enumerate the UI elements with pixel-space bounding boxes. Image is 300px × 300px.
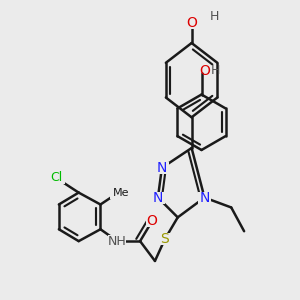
- Text: N: N: [153, 190, 163, 205]
- Bar: [158, 233, 172, 245]
- Text: N: N: [199, 190, 210, 205]
- Bar: [186, 17, 198, 29]
- Text: H: H: [211, 64, 220, 77]
- Bar: [146, 215, 158, 227]
- Bar: [198, 192, 212, 203]
- Bar: [110, 187, 132, 199]
- Bar: [151, 192, 165, 203]
- Text: O: O: [199, 64, 210, 78]
- Bar: [47, 172, 65, 184]
- Text: S: S: [160, 232, 169, 246]
- Bar: [155, 162, 169, 174]
- Text: H: H: [210, 10, 219, 23]
- Text: N: N: [157, 161, 167, 175]
- Text: Me: Me: [113, 188, 130, 198]
- Bar: [108, 235, 126, 247]
- Text: Cl: Cl: [50, 171, 62, 184]
- Text: O: O: [186, 16, 197, 30]
- Text: NH: NH: [108, 235, 127, 248]
- Text: O: O: [146, 214, 158, 228]
